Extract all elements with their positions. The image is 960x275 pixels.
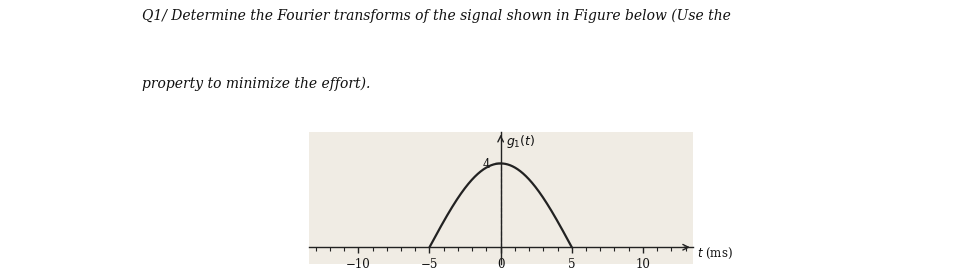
Text: $g_1(t) = 4\cos(100\pi t) \times rect\!\left(\dfrac{t}{T}\right)$: $g_1(t) = 4\cos(100\pi t) \times rect\!\… xyxy=(372,138,630,173)
Text: property to minimize the effort).: property to minimize the effort). xyxy=(141,77,370,91)
Text: $g_1(t)$: $g_1(t)$ xyxy=(506,133,535,150)
Text: $t$ (ms): $t$ (ms) xyxy=(697,246,732,261)
Text: Q1/ Determine the Fourier transforms of the signal shown in Figure below (Use th: Q1/ Determine the Fourier transforms of … xyxy=(141,8,731,23)
